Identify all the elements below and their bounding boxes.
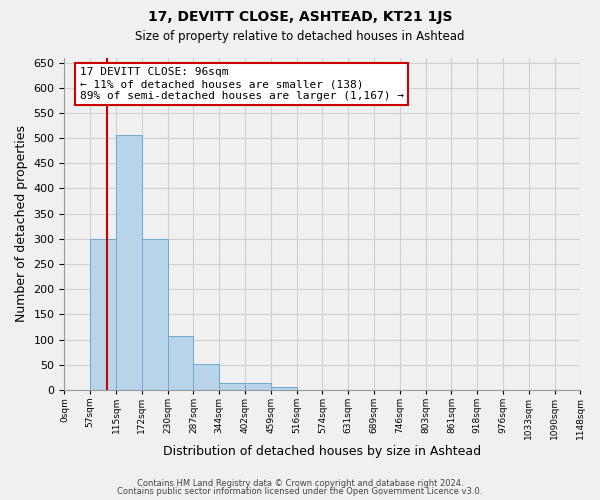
Text: 17, DEVITT CLOSE, ASHTEAD, KT21 1JS: 17, DEVITT CLOSE, ASHTEAD, KT21 1JS — [148, 10, 452, 24]
Bar — [142, 239, 167, 390]
Bar — [90, 239, 116, 390]
Y-axis label: Number of detached properties: Number of detached properties — [15, 125, 28, 322]
Text: Size of property relative to detached houses in Ashtead: Size of property relative to detached ho… — [135, 30, 465, 43]
Bar — [193, 364, 219, 390]
Text: Contains HM Land Registry data © Crown copyright and database right 2024.: Contains HM Land Registry data © Crown c… — [137, 478, 463, 488]
Bar — [167, 336, 193, 390]
Bar — [245, 383, 271, 390]
X-axis label: Distribution of detached houses by size in Ashtead: Distribution of detached houses by size … — [163, 444, 482, 458]
Text: Contains public sector information licensed under the Open Government Licence v3: Contains public sector information licen… — [118, 487, 482, 496]
Bar — [219, 383, 245, 390]
Text: 17 DEVITT CLOSE: 96sqm
← 11% of detached houses are smaller (138)
89% of semi-de: 17 DEVITT CLOSE: 96sqm ← 11% of detached… — [80, 68, 404, 100]
Bar — [271, 388, 296, 390]
Bar — [116, 134, 142, 390]
